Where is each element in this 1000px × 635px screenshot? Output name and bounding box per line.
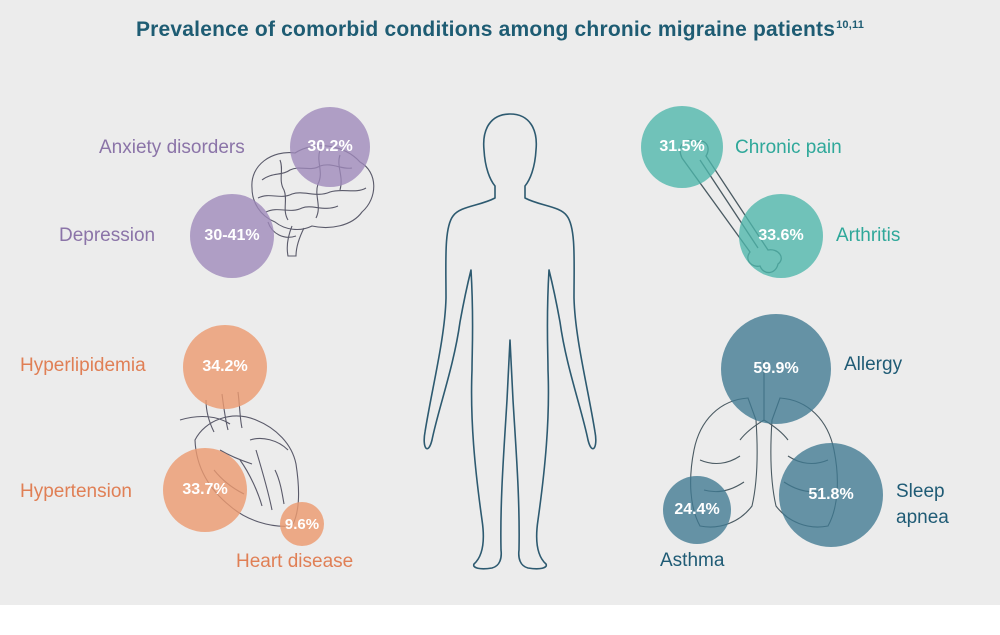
chronic-pain-label: Chronic pain [735, 137, 842, 158]
heart-disease-label: Heart disease [236, 551, 354, 572]
title-reference: 10,11 [836, 19, 865, 31]
allergy-bubble: 59.9% [721, 314, 831, 424]
sleep-apnea-label: Sleep apnea [896, 481, 949, 528]
sleep-apnea-value: 51.8% [808, 486, 854, 503]
chronic-pain-bubble: 31.5% [641, 106, 723, 188]
heart-disease-value: 9.6% [284, 515, 320, 533]
arthritis-value: 33.6% [758, 227, 804, 244]
chronic-pain-value: 31.5% [659, 138, 705, 155]
depression-label: Depression [59, 225, 156, 246]
allergy-label: Allergy [844, 354, 903, 375]
arthritis-bubble: 33.6% [739, 194, 823, 278]
anxiety-disorders-bubble: 30.2% [290, 107, 370, 187]
hyperlipidemia-bubble: 34.2% [183, 325, 267, 409]
arthritis-label: Arthritis [836, 225, 901, 246]
asthma-value: 24.4% [674, 501, 720, 518]
anxiety-disorders-value: 30.2% [307, 138, 353, 155]
infographic: Prevalence of comorbid conditions among … [0, 0, 1000, 605]
human-body-icon [423, 113, 597, 570]
hyperlipidemia-value: 34.2% [202, 358, 248, 375]
heart-disease-bubble: 9.6% [280, 502, 324, 546]
hypertension-label: Hypertension [20, 481, 132, 502]
asthma-bubble: 24.4% [663, 476, 731, 544]
anxiety-disorders-label: Anxiety disorders [99, 137, 245, 158]
allergy-value: 59.9% [753, 360, 799, 377]
chart-title-text: Prevalence of comorbid conditions among … [135, 18, 836, 41]
sleep-apnea-bubble: 51.8% [779, 443, 883, 547]
chart-title: Prevalence of comorbid conditions among … [0, 18, 1000, 42]
depression-bubble: 30-41% [190, 194, 274, 278]
hypertension-value: 33.7% [182, 481, 228, 498]
hypertension-bubble: 33.7% [163, 448, 247, 532]
asthma-label: Asthma [660, 550, 725, 571]
hyperlipidemia-label: Hyperlipidemia [20, 355, 146, 376]
depression-value: 30-41% [204, 227, 260, 244]
